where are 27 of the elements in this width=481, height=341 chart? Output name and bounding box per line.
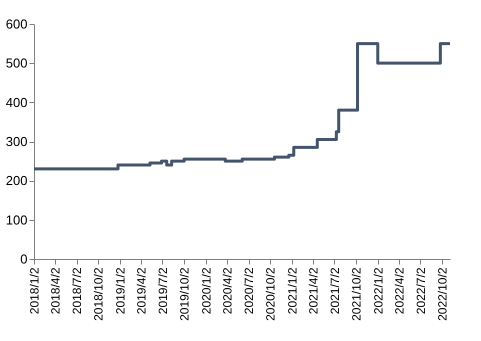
x-tick-label: 2020/7/2 (242, 267, 256, 314)
x-tick-label: 2019/7/2 (156, 267, 170, 314)
x-tick-label: 2018/10/2 (92, 267, 106, 321)
x-tick-label: 2019/1/2 (113, 267, 128, 314)
y-tick-label: 600 (6, 16, 28, 32)
x-tick-label: 2021/1/2 (285, 267, 300, 314)
x-tick-label: 2018/1/2 (28, 267, 42, 314)
x-tick-label: 2021/10/2 (350, 267, 364, 321)
x-tick-label: 2021/4/2 (306, 267, 321, 314)
x-tick-label: 2020/10/2 (264, 267, 278, 321)
y-tick-label: 300 (6, 134, 28, 149)
x-tick-label: 2022/1/2 (371, 267, 386, 314)
y-tick-label: 0 (20, 252, 28, 266)
x-tick-label: 2020/4/2 (220, 267, 235, 314)
x-tick-label: 2020/1/2 (199, 267, 214, 314)
x-tick-label: 2018/4/2 (48, 267, 63, 314)
x-tick-label: 2019/4/2 (134, 267, 149, 314)
y-tick-label: 100 (6, 212, 28, 228)
x-tick-label: 2021/7/2 (328, 267, 342, 314)
x-tick-label: 2018/7/2 (70, 267, 84, 314)
x-tick-label: 2022/10/2 (436, 267, 450, 321)
y-tick-label: 500 (6, 56, 28, 71)
x-tick-label: 2022/7/2 (414, 267, 428, 314)
y-tick-label: 200 (6, 173, 28, 188)
x-tick-label: 2019/10/2 (178, 267, 192, 321)
y-tick-label: 400 (6, 94, 28, 110)
x-tick-label: 2022/4/2 (392, 267, 406, 314)
